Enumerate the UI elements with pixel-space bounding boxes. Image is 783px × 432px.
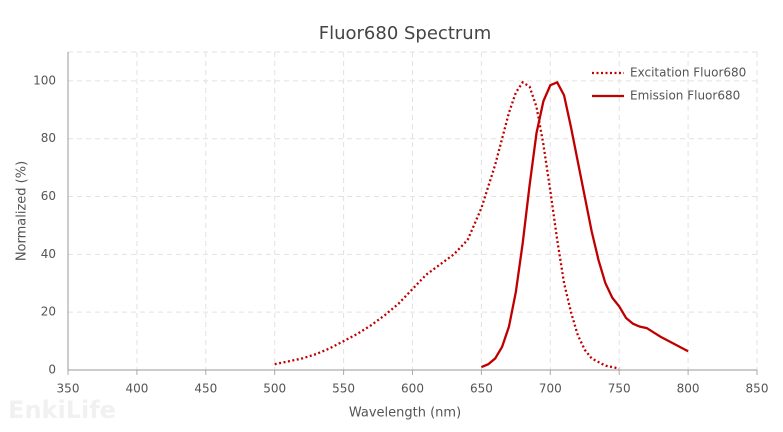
- x-tick-label: 450: [194, 382, 217, 396]
- chart-title: Fluor680 Spectrum: [319, 23, 491, 44]
- x-tick-label: 750: [608, 382, 631, 396]
- x-tick-label: 500: [263, 382, 286, 396]
- x-tick-label: 600: [401, 382, 424, 396]
- x-tick-label: 850: [746, 382, 769, 396]
- x-tick-label: 350: [57, 382, 80, 396]
- legend-label: Emission Fluor680: [630, 89, 740, 103]
- y-tick-label: 0: [48, 363, 56, 377]
- y-tick-label: 40: [41, 247, 56, 261]
- series-line: [274, 80, 620, 370]
- x-tick-label: 700: [539, 382, 562, 396]
- y-tick-label: 20: [41, 305, 56, 319]
- x-axis-label: Wavelength (nm): [349, 406, 461, 421]
- x-tick-label: 800: [677, 382, 700, 396]
- y-tick-label: 80: [41, 131, 56, 145]
- legend-label: Excitation Fluor680: [630, 66, 746, 80]
- x-tick-label: 650: [470, 382, 493, 396]
- series-line: [480, 80, 689, 369]
- y-axis-label: Normalized (%): [15, 161, 30, 261]
- x-tick-label: 400: [125, 382, 148, 396]
- y-tick-label: 100: [33, 73, 56, 87]
- watermark: EnkiLife: [8, 396, 116, 424]
- x-tick-label: 550: [332, 382, 355, 396]
- y-tick-label: 60: [41, 189, 56, 203]
